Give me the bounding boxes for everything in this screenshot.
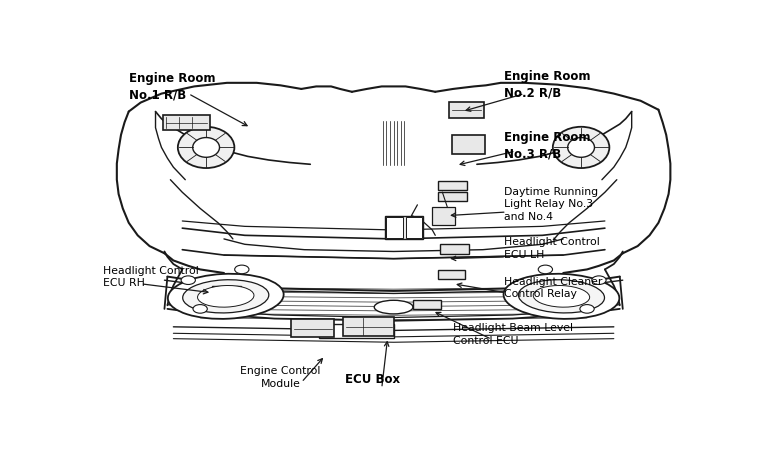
Ellipse shape (553, 127, 609, 168)
Bar (385, 216, 423, 239)
Bar (432, 207, 455, 225)
Ellipse shape (178, 127, 234, 168)
Text: Engine Control
Module: Engine Control Module (240, 366, 321, 389)
FancyBboxPatch shape (164, 115, 210, 130)
FancyBboxPatch shape (449, 102, 484, 118)
Bar (439, 192, 467, 201)
Bar (212, 286, 240, 295)
Bar (291, 319, 334, 336)
Bar (439, 270, 465, 279)
Bar (406, 217, 422, 238)
Ellipse shape (533, 286, 590, 307)
Ellipse shape (374, 300, 413, 314)
Bar (440, 244, 468, 254)
Text: Engine Room
No.1 R/B: Engine Room No.1 R/B (129, 72, 215, 101)
Circle shape (181, 276, 195, 284)
Bar (412, 300, 441, 309)
Circle shape (193, 305, 207, 313)
Bar (319, 324, 393, 337)
Ellipse shape (504, 274, 619, 319)
Text: Headlight Cleaner
Control Relay: Headlight Cleaner Control Relay (504, 277, 602, 299)
FancyBboxPatch shape (452, 135, 485, 153)
Circle shape (235, 265, 249, 274)
Circle shape (592, 276, 606, 284)
Text: Headlight Beam Level
Control ECU: Headlight Beam Level Control ECU (453, 323, 573, 346)
Text: Engine Room
No.3 R/B: Engine Room No.3 R/B (504, 131, 591, 160)
Bar (439, 181, 467, 190)
Ellipse shape (518, 280, 604, 313)
Text: Headlight Control
ECU RH: Headlight Control ECU RH (103, 266, 199, 288)
Text: Headlight Control
ECU LH: Headlight Control ECU LH (504, 237, 600, 260)
Text: ECU Box: ECU Box (345, 373, 400, 386)
Ellipse shape (193, 137, 220, 158)
Ellipse shape (183, 280, 269, 313)
Text: Engine Room
No.2 R/B: Engine Room No.2 R/B (504, 70, 591, 99)
Ellipse shape (197, 286, 254, 307)
Text: Daytime Running
Light Relay No.3
and No.4: Daytime Running Light Relay No.3 and No.… (504, 187, 598, 222)
Ellipse shape (568, 137, 594, 158)
Circle shape (580, 305, 594, 313)
Bar (386, 217, 403, 238)
Circle shape (538, 265, 552, 274)
Ellipse shape (168, 274, 283, 319)
Bar (343, 317, 393, 336)
